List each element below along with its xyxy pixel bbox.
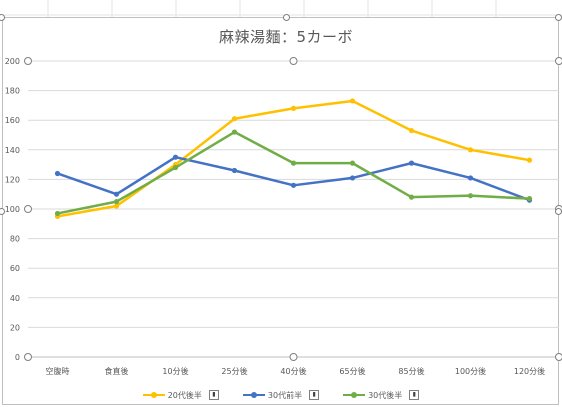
plot-resize-handle[interactable] xyxy=(555,57,562,65)
x-tick-label: 120分後 xyxy=(514,366,545,376)
x-tick-label: 25分後 xyxy=(221,366,247,376)
legend-swatch xyxy=(343,391,366,399)
data-point[interactable] xyxy=(408,194,415,200)
y-tick-label: 160 xyxy=(5,116,20,125)
x-tick-label: 100分後 xyxy=(455,366,486,376)
data-point[interactable] xyxy=(349,160,356,166)
data-point[interactable] xyxy=(290,182,297,188)
data-point[interactable] xyxy=(113,199,120,205)
x-tick-label: 85分後 xyxy=(398,366,424,376)
data-point[interactable] xyxy=(467,175,474,181)
x-tick-label: 10分後 xyxy=(162,366,188,376)
y-tick-label: 140 xyxy=(5,146,20,155)
data-point[interactable] xyxy=(231,116,238,122)
resize-handle-middle-right[interactable] xyxy=(555,208,562,215)
y-tick-label: 120 xyxy=(5,175,20,184)
data-point[interactable] xyxy=(231,167,238,174)
resize-handle-top-right[interactable] xyxy=(555,14,562,21)
legend-swatch xyxy=(242,391,265,399)
legend-swatch xyxy=(142,391,165,399)
gridlines xyxy=(28,60,559,328)
series-line[interactable] xyxy=(57,99,530,218)
data-point[interactable] xyxy=(408,127,415,134)
data-point[interactable] xyxy=(467,147,474,153)
y-tick-label: 180 xyxy=(5,87,20,96)
data-point[interactable] xyxy=(467,193,474,199)
data-point[interactable] xyxy=(408,160,415,166)
legend-item[interactable]: 30代後半 ▮ xyxy=(343,390,420,401)
x-tick-label: 65分後 xyxy=(339,366,365,376)
legend-item[interactable]: 30代前半 ▮ xyxy=(242,390,320,401)
data-point[interactable] xyxy=(231,129,238,135)
data-point[interactable] xyxy=(113,203,120,209)
axes: 0 20 40 60 80 100 120 140 160 180 200 空腹時 食直後 10分後 25分… xyxy=(5,57,559,376)
y-tick-label: 200 xyxy=(5,57,20,66)
x-tick-label: 空腹時 xyxy=(46,366,70,376)
chart-title[interactable]: 麻辣湯麵：5カーボ xyxy=(218,28,354,46)
legend-label: 30代後半 xyxy=(368,390,403,400)
resize-handle-top-center[interactable] xyxy=(283,14,290,21)
resize-handle-middle-left[interactable] xyxy=(0,208,5,215)
legend-label: 20代後半 xyxy=(167,390,202,400)
y-tick-label: 40 xyxy=(10,294,20,303)
plot-resize-handle[interactable] xyxy=(24,205,32,213)
data-point[interactable] xyxy=(113,191,120,197)
data-point[interactable] xyxy=(526,196,533,202)
x-tick-label: 40分後 xyxy=(280,366,306,376)
series-lines xyxy=(54,98,533,219)
data-point[interactable] xyxy=(349,175,356,181)
plot-resize-handle[interactable] xyxy=(289,57,298,65)
legend-item[interactable]: 20代後半 ▮ xyxy=(142,390,219,401)
filter-icon[interactable]: ▮ xyxy=(208,390,219,400)
data-point[interactable] xyxy=(54,210,61,217)
resize-handle-top-left[interactable] xyxy=(0,14,5,21)
y-tick-label: 80 xyxy=(10,235,20,244)
data-point[interactable] xyxy=(290,105,297,111)
legend-label: 30代前半 xyxy=(267,390,303,400)
plot-resize-handle[interactable] xyxy=(555,353,562,361)
y-tick-label: 60 xyxy=(10,264,20,273)
y-tick-label: 0 xyxy=(15,353,20,362)
data-point[interactable] xyxy=(54,170,61,177)
plot-resize-handle[interactable] xyxy=(24,353,32,361)
plot-resize-handle[interactable] xyxy=(24,57,32,65)
data-point[interactable] xyxy=(349,98,356,104)
legend[interactable]: 20代後半 ▮ 30代前半 ▮ 30代後半 ▮ xyxy=(0,388,562,402)
data-point[interactable] xyxy=(290,160,297,166)
x-tick-label: 食直後 xyxy=(105,366,129,376)
filter-icon[interactable]: ▮ xyxy=(409,390,420,400)
y-tick-label: 20 xyxy=(10,323,20,332)
plot-resize-handle[interactable] xyxy=(289,353,298,361)
data-point[interactable] xyxy=(172,154,179,160)
data-point[interactable] xyxy=(172,164,179,171)
data-point[interactable] xyxy=(526,157,533,163)
series-line[interactable] xyxy=(57,130,530,215)
y-tick-label: 100 xyxy=(5,205,20,214)
filter-icon[interactable]: ▮ xyxy=(309,390,320,400)
